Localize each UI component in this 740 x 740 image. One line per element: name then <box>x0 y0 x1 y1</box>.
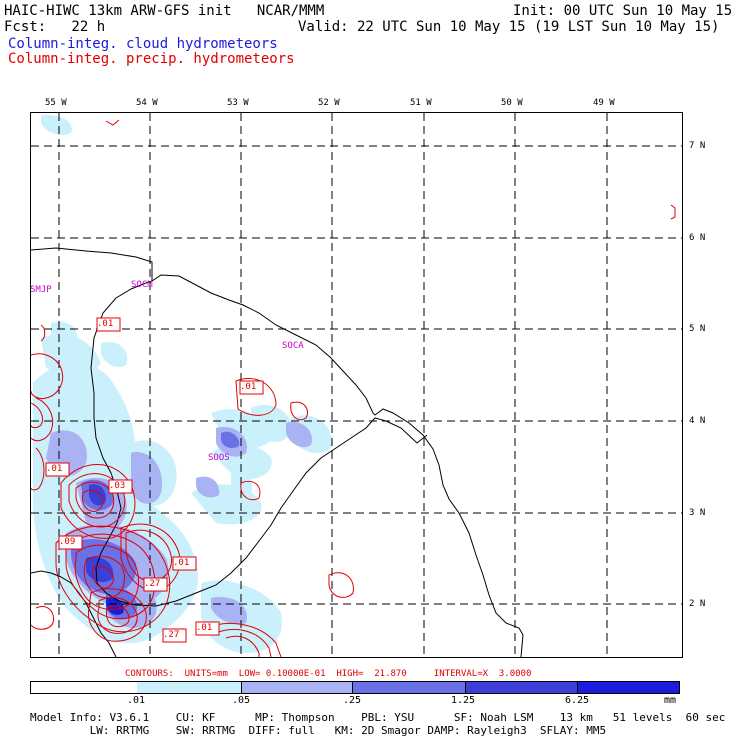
forecast-hour: Fcst: 22 h <box>4 19 106 35</box>
lon-label: 54 W <box>136 98 158 108</box>
station-label: SOCA <box>282 341 304 351</box>
legend-precip: Column-integ. precip. hydrometeors <box>8 51 295 67</box>
contour-label: .03 <box>109 481 126 491</box>
contour-label: .01 <box>196 623 213 633</box>
model-info-line1: Model Info: V3.6.1 CU: KF MP: Thompson P… <box>30 711 726 724</box>
station-label: SOCM <box>131 280 153 290</box>
lat-label: 3 N <box>689 508 706 518</box>
contour-label: .09 <box>59 537 76 547</box>
colorbar-bin <box>353 681 466 694</box>
contour-label: .27 <box>163 630 180 640</box>
precip-contours <box>31 119 676 657</box>
station-label: SOOS <box>208 453 230 463</box>
contour-label: .01 <box>240 382 257 392</box>
lat-label: 2 N <box>689 599 706 609</box>
init-time: Init: 00 UTC Sun 10 May 15 <box>513 3 733 19</box>
station-label: SMJP <box>30 285 52 295</box>
lat-label: 6 N <box>689 233 706 243</box>
colorbar-tick: .25 <box>343 695 362 706</box>
cloud-fill-layer <box>32 114 332 653</box>
plot-title: HAIC-HIWC 13km ARW-GFS init NCAR/MMM <box>4 3 325 19</box>
lat-lon-grid <box>31 113 682 657</box>
contours-info: CONTOURS: UNITS=mm LOW= 0.10000E-01 HIGH… <box>125 669 532 679</box>
lon-label: 52 W <box>318 98 340 108</box>
lat-label: 7 N <box>689 141 706 151</box>
colorbar-tick: 1.25 <box>451 695 476 706</box>
contour-label: .27 <box>144 579 161 589</box>
colorbar-units: mm <box>664 695 677 706</box>
contour-label: .01 <box>46 464 63 474</box>
contour-label-boxes <box>45 317 264 643</box>
colorbar-bin <box>30 681 138 694</box>
valid-time: Valid: 22 UTC Sun 10 May 15 (19 LST Sun … <box>298 19 720 35</box>
colorbar-bin <box>578 681 680 694</box>
lat-label: 5 N <box>689 324 706 334</box>
map-panel <box>30 112 683 658</box>
lon-label: 49 W <box>593 98 615 108</box>
colorbar-bin <box>242 681 353 694</box>
colorbar-tick: .01 <box>127 695 146 706</box>
contour-label: .01 <box>97 319 114 329</box>
colorbar-tick: .05 <box>232 695 251 706</box>
lon-label: 55 W <box>45 98 67 108</box>
contour-label: .01 <box>173 558 190 568</box>
colorbar-bin <box>137 681 242 694</box>
legend-cloud: Column-integ. cloud hydrometeors <box>8 36 278 52</box>
lat-label: 4 N <box>689 416 706 426</box>
lon-label: 53 W <box>227 98 249 108</box>
colorbar-bin <box>466 681 578 694</box>
model-info-line2: LW: RRTMG SW: RRTMG DIFF: full KM: 2D Sm… <box>30 724 607 737</box>
lon-label: 51 W <box>410 98 432 108</box>
colorbar-tick: 6.25 <box>565 695 590 706</box>
lon-label: 50 W <box>501 98 523 108</box>
